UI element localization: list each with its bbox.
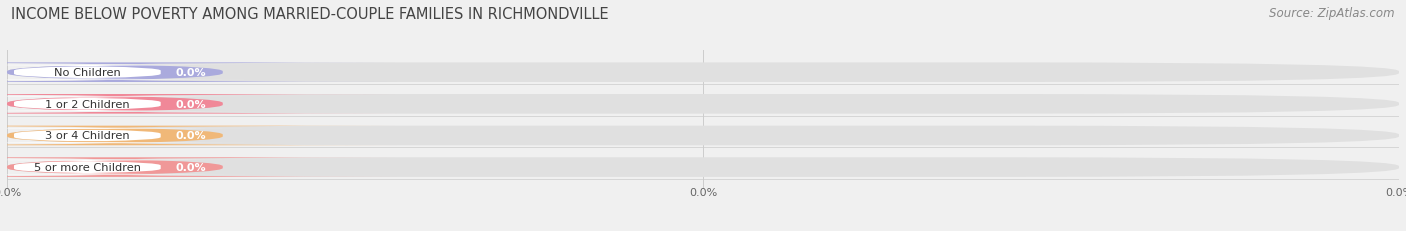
Text: INCOME BELOW POVERTY AMONG MARRIED-COUPLE FAMILIES IN RICHMONDVILLE: INCOME BELOW POVERTY AMONG MARRIED-COUPL… <box>11 7 609 22</box>
Text: No Children: No Children <box>53 68 121 78</box>
Text: 0.0%: 0.0% <box>176 131 207 141</box>
FancyBboxPatch shape <box>0 95 396 114</box>
Text: 0.0%: 0.0% <box>689 187 717 197</box>
FancyBboxPatch shape <box>0 97 264 112</box>
Text: 0.0%: 0.0% <box>0 187 21 197</box>
FancyBboxPatch shape <box>7 95 1399 114</box>
FancyBboxPatch shape <box>0 66 264 80</box>
Text: 0.0%: 0.0% <box>176 99 207 109</box>
FancyBboxPatch shape <box>7 63 1399 83</box>
FancyBboxPatch shape <box>7 126 1399 146</box>
Text: 3 or 4 Children: 3 or 4 Children <box>45 131 129 141</box>
Text: 0.0%: 0.0% <box>1385 187 1406 197</box>
FancyBboxPatch shape <box>7 158 1399 177</box>
Text: Source: ZipAtlas.com: Source: ZipAtlas.com <box>1270 7 1395 20</box>
FancyBboxPatch shape <box>0 160 264 175</box>
Text: 1 or 2 Children: 1 or 2 Children <box>45 99 129 109</box>
FancyBboxPatch shape <box>0 63 396 83</box>
Text: 0.0%: 0.0% <box>176 68 207 78</box>
Text: 5 or more Children: 5 or more Children <box>34 162 141 172</box>
FancyBboxPatch shape <box>0 158 396 177</box>
FancyBboxPatch shape <box>0 126 396 146</box>
Text: 0.0%: 0.0% <box>176 162 207 172</box>
FancyBboxPatch shape <box>0 128 264 143</box>
